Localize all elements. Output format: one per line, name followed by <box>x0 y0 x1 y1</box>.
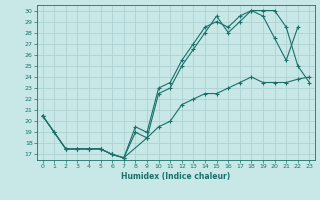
X-axis label: Humidex (Indice chaleur): Humidex (Indice chaleur) <box>121 172 231 181</box>
